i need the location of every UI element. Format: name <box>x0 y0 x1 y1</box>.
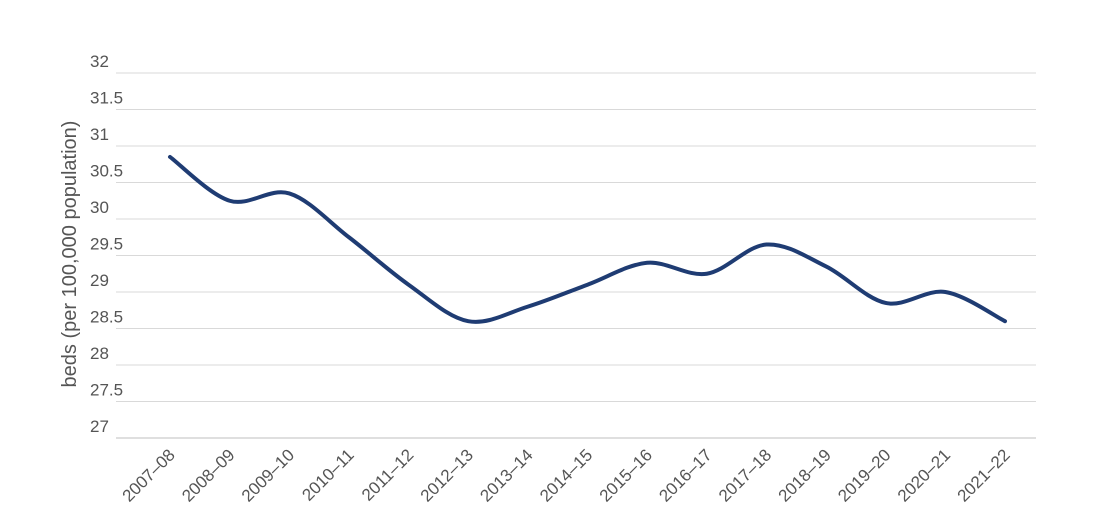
y-tick-label: 28.5 <box>90 308 123 327</box>
y-tick-label: 28 <box>90 344 109 363</box>
y-axis-ticks: 27 27.5 28 28.5 29 29.5 30 30.5 31 31.5 32 <box>90 52 123 436</box>
y-tick-label: 27 <box>90 417 109 436</box>
x-tick-label: 2012–13 <box>417 445 477 505</box>
x-tick-label: 2008–09 <box>178 445 238 505</box>
x-tick-label: 2020–21 <box>894 445 954 505</box>
x-tick-label: 2016–17 <box>655 445 715 505</box>
y-tick-label: 30.5 <box>90 162 123 181</box>
x-tick-label: 2007–08 <box>119 445 179 505</box>
y-tick-label: 29.5 <box>90 235 123 254</box>
series-layer <box>168 154 1007 324</box>
y-tick-label: 32 <box>90 52 109 71</box>
x-axis-ticks: 2007–08 2008–09 2009–10 2010–11 2011–12 2012–… <box>119 445 1014 505</box>
x-tick-label: 2015–16 <box>596 445 656 505</box>
y-tick-label: 30 <box>90 198 109 217</box>
series-line <box>168 154 1007 324</box>
y-tick-label: 29 <box>90 271 109 290</box>
y-tick-label: 27.5 <box>90 381 123 400</box>
x-tick-label: 2010–11 <box>298 445 357 504</box>
x-tick-label: 2011–12 <box>358 445 417 504</box>
x-tick-label: 2018–19 <box>775 445 835 505</box>
y-axis-label: beds (per 100,000 population) <box>59 121 81 388</box>
x-tick-label: 2019–20 <box>834 445 894 505</box>
x-tick-label: 2017–18 <box>715 445 775 505</box>
x-tick-label: 2021–22 <box>954 445 1014 505</box>
y-tick-label: 31 <box>90 125 109 144</box>
x-tick-label: 2009–10 <box>238 445 298 505</box>
x-tick-label: 2013–14 <box>476 445 536 505</box>
x-tick-label: 2014–15 <box>536 445 596 505</box>
gridlines <box>116 72 1036 439</box>
y-tick-label: 31.5 <box>90 89 123 108</box>
